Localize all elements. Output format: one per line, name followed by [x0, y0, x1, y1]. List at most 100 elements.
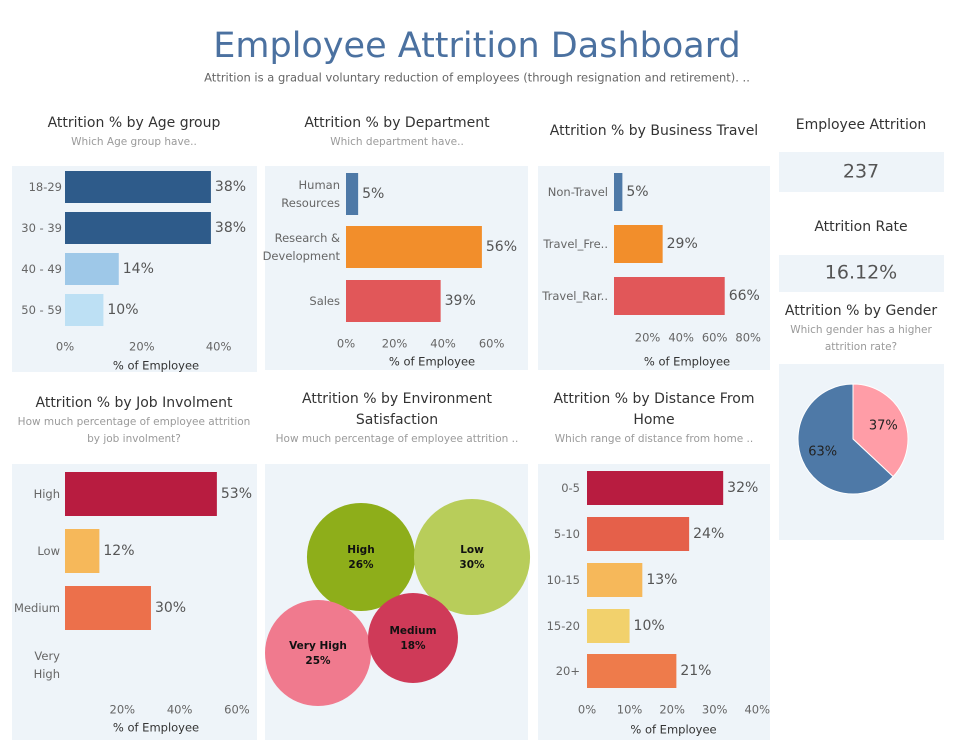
- value-label: 10%: [634, 618, 665, 634]
- value-label: 38%: [215, 179, 246, 195]
- category-label: Travel_Rar..: [542, 289, 608, 303]
- x-tick-label: 60%: [224, 703, 250, 717]
- x-tick-label: 40%: [206, 340, 232, 354]
- bar: [587, 517, 690, 551]
- chart-subtitle: Which Age group have..: [71, 136, 197, 148]
- bar: [587, 563, 643, 597]
- category-label: 0-5: [561, 481, 580, 495]
- bar: [346, 226, 482, 268]
- text-box: Low: [37, 544, 60, 558]
- chart-title: Attrition % by Job Involment: [35, 395, 233, 411]
- bar: [65, 586, 151, 630]
- bubble-value: 30%: [459, 559, 485, 571]
- category-label: Medium: [14, 601, 60, 615]
- value-label: 24%: [693, 526, 724, 542]
- text-box: Attrition % by Distance From Home Which r…: [553, 391, 755, 445]
- bar: [587, 654, 677, 688]
- category-label: 15-20: [546, 619, 580, 633]
- bar: [65, 472, 217, 516]
- x-tick-label: 80%: [735, 331, 761, 345]
- text-box: Attrition % by Environment Satisfaction H…: [275, 391, 519, 445]
- bar: [65, 171, 211, 203]
- x-tick-label: 0%: [578, 703, 596, 717]
- x-tick-label: 60%: [702, 331, 728, 345]
- bar: [614, 173, 623, 211]
- panel: [538, 464, 770, 740]
- pie-slice: [852, 383, 909, 478]
- x-axis-label: % of Employee: [389, 355, 475, 369]
- value-label: 66%: [729, 288, 760, 304]
- category-label: Very High: [33, 649, 60, 681]
- value-label: 39%: [445, 293, 476, 309]
- x-tick-label: 20%: [382, 337, 408, 351]
- bar: [65, 212, 211, 244]
- pie-slice: [797, 383, 894, 495]
- text-box: Travel_Fre..: [543, 237, 608, 251]
- kpi-label: Attrition Rate: [814, 219, 907, 235]
- value-label: 14%: [123, 261, 154, 277]
- value-label: 5%: [626, 184, 648, 200]
- chart-subtitle: How much percentage of employee attritio…: [275, 433, 519, 445]
- value-label: 56%: [486, 239, 517, 255]
- category-label: 18-29: [28, 180, 62, 194]
- kpi-box: [779, 152, 944, 192]
- text-box: Research & Development: [262, 231, 340, 263]
- chart-subtitle: Which gender has a higher attrition rate…: [790, 324, 932, 353]
- chart-title: Attrition % by Business Travel: [549, 123, 759, 139]
- value-label: 21%: [680, 663, 711, 679]
- bubble: [413, 498, 531, 616]
- chart-subtitle: Which department have..: [330, 136, 464, 148]
- bubble-value: 18%: [400, 640, 426, 652]
- text-box: Sales: [309, 294, 340, 308]
- text-box: 15-20: [546, 619, 580, 633]
- text-box: 30 - 39: [21, 221, 62, 235]
- category-label: 10-15: [546, 573, 580, 587]
- x-axis-label: % of Employee: [113, 359, 199, 373]
- x-tick-label: 0%: [337, 337, 355, 351]
- bubble: [368, 593, 458, 683]
- bar: [614, 277, 725, 315]
- x-tick-label: 0%: [56, 340, 74, 354]
- text-box: 20+: [556, 664, 580, 678]
- category-label: Research & Development: [262, 231, 340, 263]
- x-axis-label: % of Employee: [113, 721, 199, 735]
- bubble-value: 25%: [305, 655, 331, 667]
- x-tick-label: 40%: [167, 703, 193, 717]
- bar: [346, 173, 359, 215]
- value-label: 32%: [727, 480, 758, 496]
- x-tick-label: 20%: [659, 703, 685, 717]
- value-label: 29%: [667, 236, 698, 252]
- text-box: 40 - 49: [21, 262, 62, 276]
- category-label: Human Resources: [281, 178, 340, 210]
- text-box: Attrition % by Gender Which gender has a …: [785, 303, 937, 353]
- text-box: Non-Travel: [547, 185, 608, 199]
- x-tick-label: 20%: [635, 331, 661, 345]
- chart-subtitle: How much percentage of employee attritio…: [17, 416, 251, 445]
- x-axis-label: % of Employee: [630, 723, 716, 737]
- category-label: Non-Travel: [547, 185, 608, 199]
- category-label: 30 - 39: [21, 221, 62, 235]
- value-label: 10%: [107, 302, 138, 318]
- bubble: [265, 600, 371, 706]
- bubble-label: High: [347, 544, 374, 556]
- bubble-label: Very High: [289, 640, 347, 652]
- x-tick-label: 40%: [430, 337, 456, 351]
- text-box: Attrition % by Business Travel: [549, 123, 759, 139]
- category-label: High: [33, 487, 60, 501]
- bubble: [306, 502, 416, 612]
- panel: [538, 166, 770, 370]
- category-label: 50 - 59: [21, 303, 62, 317]
- bar: [587, 609, 630, 643]
- value-label: 12%: [103, 543, 134, 559]
- text-box: 5-10: [554, 527, 580, 541]
- bubble-label: Low: [460, 544, 484, 556]
- text-box: 0-5: [561, 481, 580, 495]
- value-label: 30%: [155, 600, 186, 616]
- chart-title: Attrition % by Distance From Home: [553, 391, 755, 428]
- kpi-value: 16.12%: [825, 262, 897, 284]
- text-box: 10-15: [546, 573, 580, 587]
- bar: [346, 280, 441, 322]
- text-box: Attrition % by Age group Which Age group …: [48, 115, 221, 148]
- slice-label: 37%: [869, 418, 898, 433]
